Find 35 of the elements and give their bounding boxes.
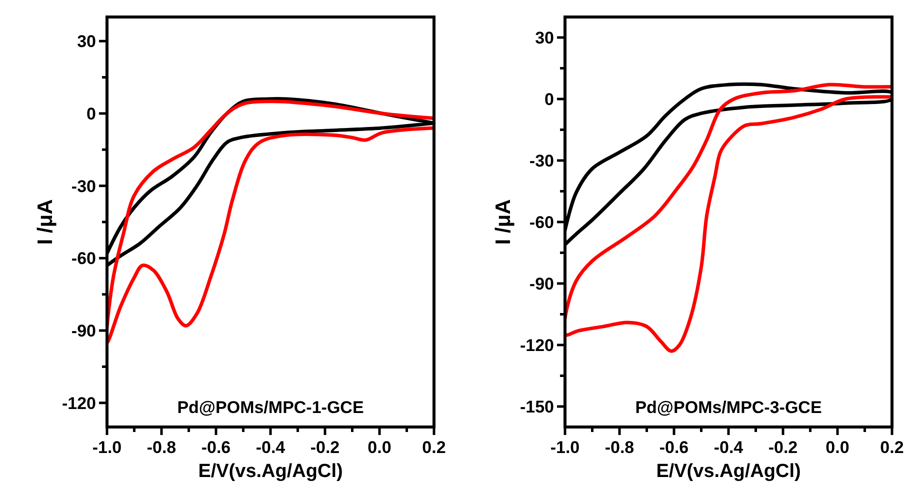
x-tick-label: -0.2: [768, 438, 798, 457]
y-tick-label: -60: [71, 249, 96, 268]
x-tick-label: -0.4: [256, 438, 286, 457]
x-tick-label: -1.0: [92, 438, 122, 457]
x-tick-label: -0.6: [659, 438, 689, 457]
y-tick-label: -90: [71, 321, 96, 340]
y-tick-label: -60: [529, 212, 554, 232]
y-tick-label: 30: [535, 28, 554, 48]
x-tick-label: 0.0: [826, 438, 850, 457]
y-tick-label: 30: [77, 32, 96, 52]
x-tick-label: -0.8: [604, 438, 634, 457]
x-tick-label: -0.8: [146, 438, 176, 457]
x-axis-title: E/V(vs.Ag/AgCl): [198, 461, 343, 482]
line-series: [565, 82, 892, 353]
y-axis-title: I /μA: [492, 199, 515, 245]
y-axis-title: I /μA: [34, 199, 57, 245]
x-tick-label: 0.2: [880, 438, 904, 457]
annotation: Pd@POMs/MPC-3-GCE: [635, 398, 822, 417]
x-axis-title: E/V(vs.Ag/AgCl): [656, 461, 801, 482]
x-tick-label: -1.0: [550, 438, 580, 457]
y-tick-label: -120: [62, 394, 96, 413]
annotation: Pd@POMs/MPC-1-GCE: [177, 398, 364, 417]
x-tick-label: -0.2: [310, 438, 340, 457]
y-tick-label: -90: [529, 274, 554, 294]
y-tick-label: -30: [71, 176, 96, 196]
y-tick-label: 0: [86, 104, 96, 124]
x-tick-label: -0.6: [201, 438, 231, 457]
x-tick-label: 0.2: [422, 438, 446, 457]
x-tick-label: 0.0: [368, 438, 392, 457]
x-tick-label: -0.4: [714, 438, 744, 457]
y-tick-label: -120: [520, 336, 554, 355]
y-tick-label: 0: [544, 90, 554, 109]
y-tick-label: -30: [529, 151, 554, 170]
y-tick-label: -150: [520, 397, 554, 416]
line-series: [107, 100, 434, 344]
